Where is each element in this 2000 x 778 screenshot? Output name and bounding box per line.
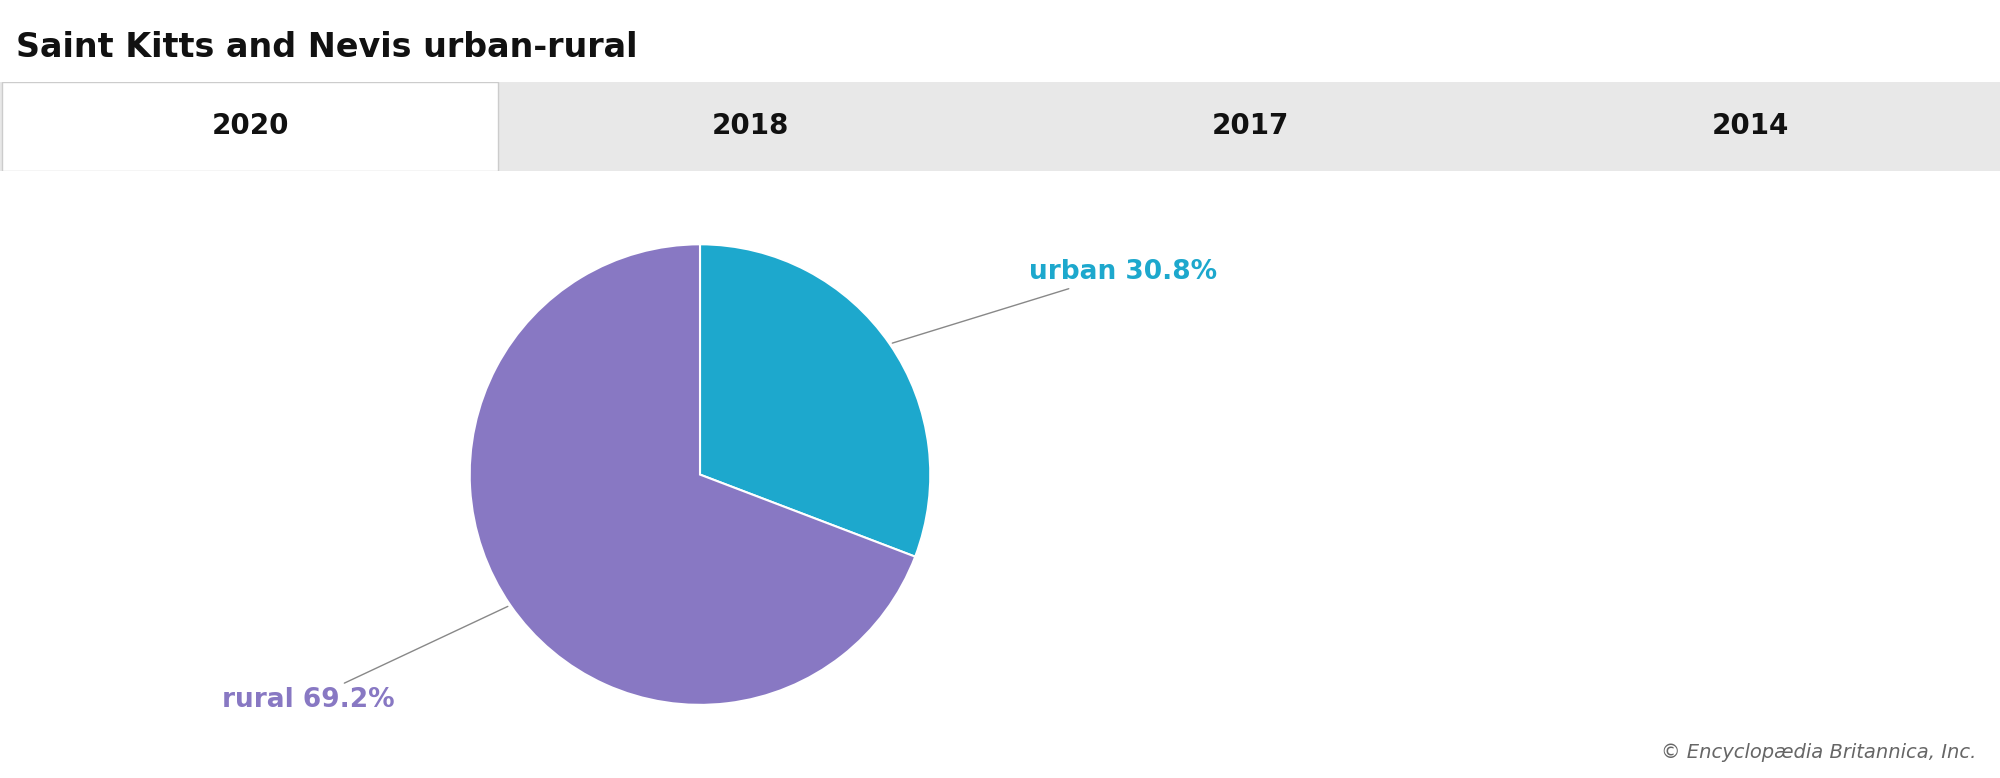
Wedge shape xyxy=(470,244,916,705)
Text: Saint Kitts and Nevis urban-rural: Saint Kitts and Nevis urban-rural xyxy=(16,31,638,64)
Text: 2018: 2018 xyxy=(712,113,788,140)
Text: rural 69.2%: rural 69.2% xyxy=(222,606,508,713)
Text: urban 30.8%: urban 30.8% xyxy=(892,259,1216,343)
FancyBboxPatch shape xyxy=(2,82,498,171)
Wedge shape xyxy=(700,244,930,556)
Text: 2020: 2020 xyxy=(212,113,288,140)
Text: © Encyclopædia Britannica, Inc.: © Encyclopædia Britannica, Inc. xyxy=(1660,744,1976,762)
FancyBboxPatch shape xyxy=(0,82,2000,171)
Text: 2017: 2017 xyxy=(1212,113,1288,140)
Text: 2014: 2014 xyxy=(1712,113,1788,140)
